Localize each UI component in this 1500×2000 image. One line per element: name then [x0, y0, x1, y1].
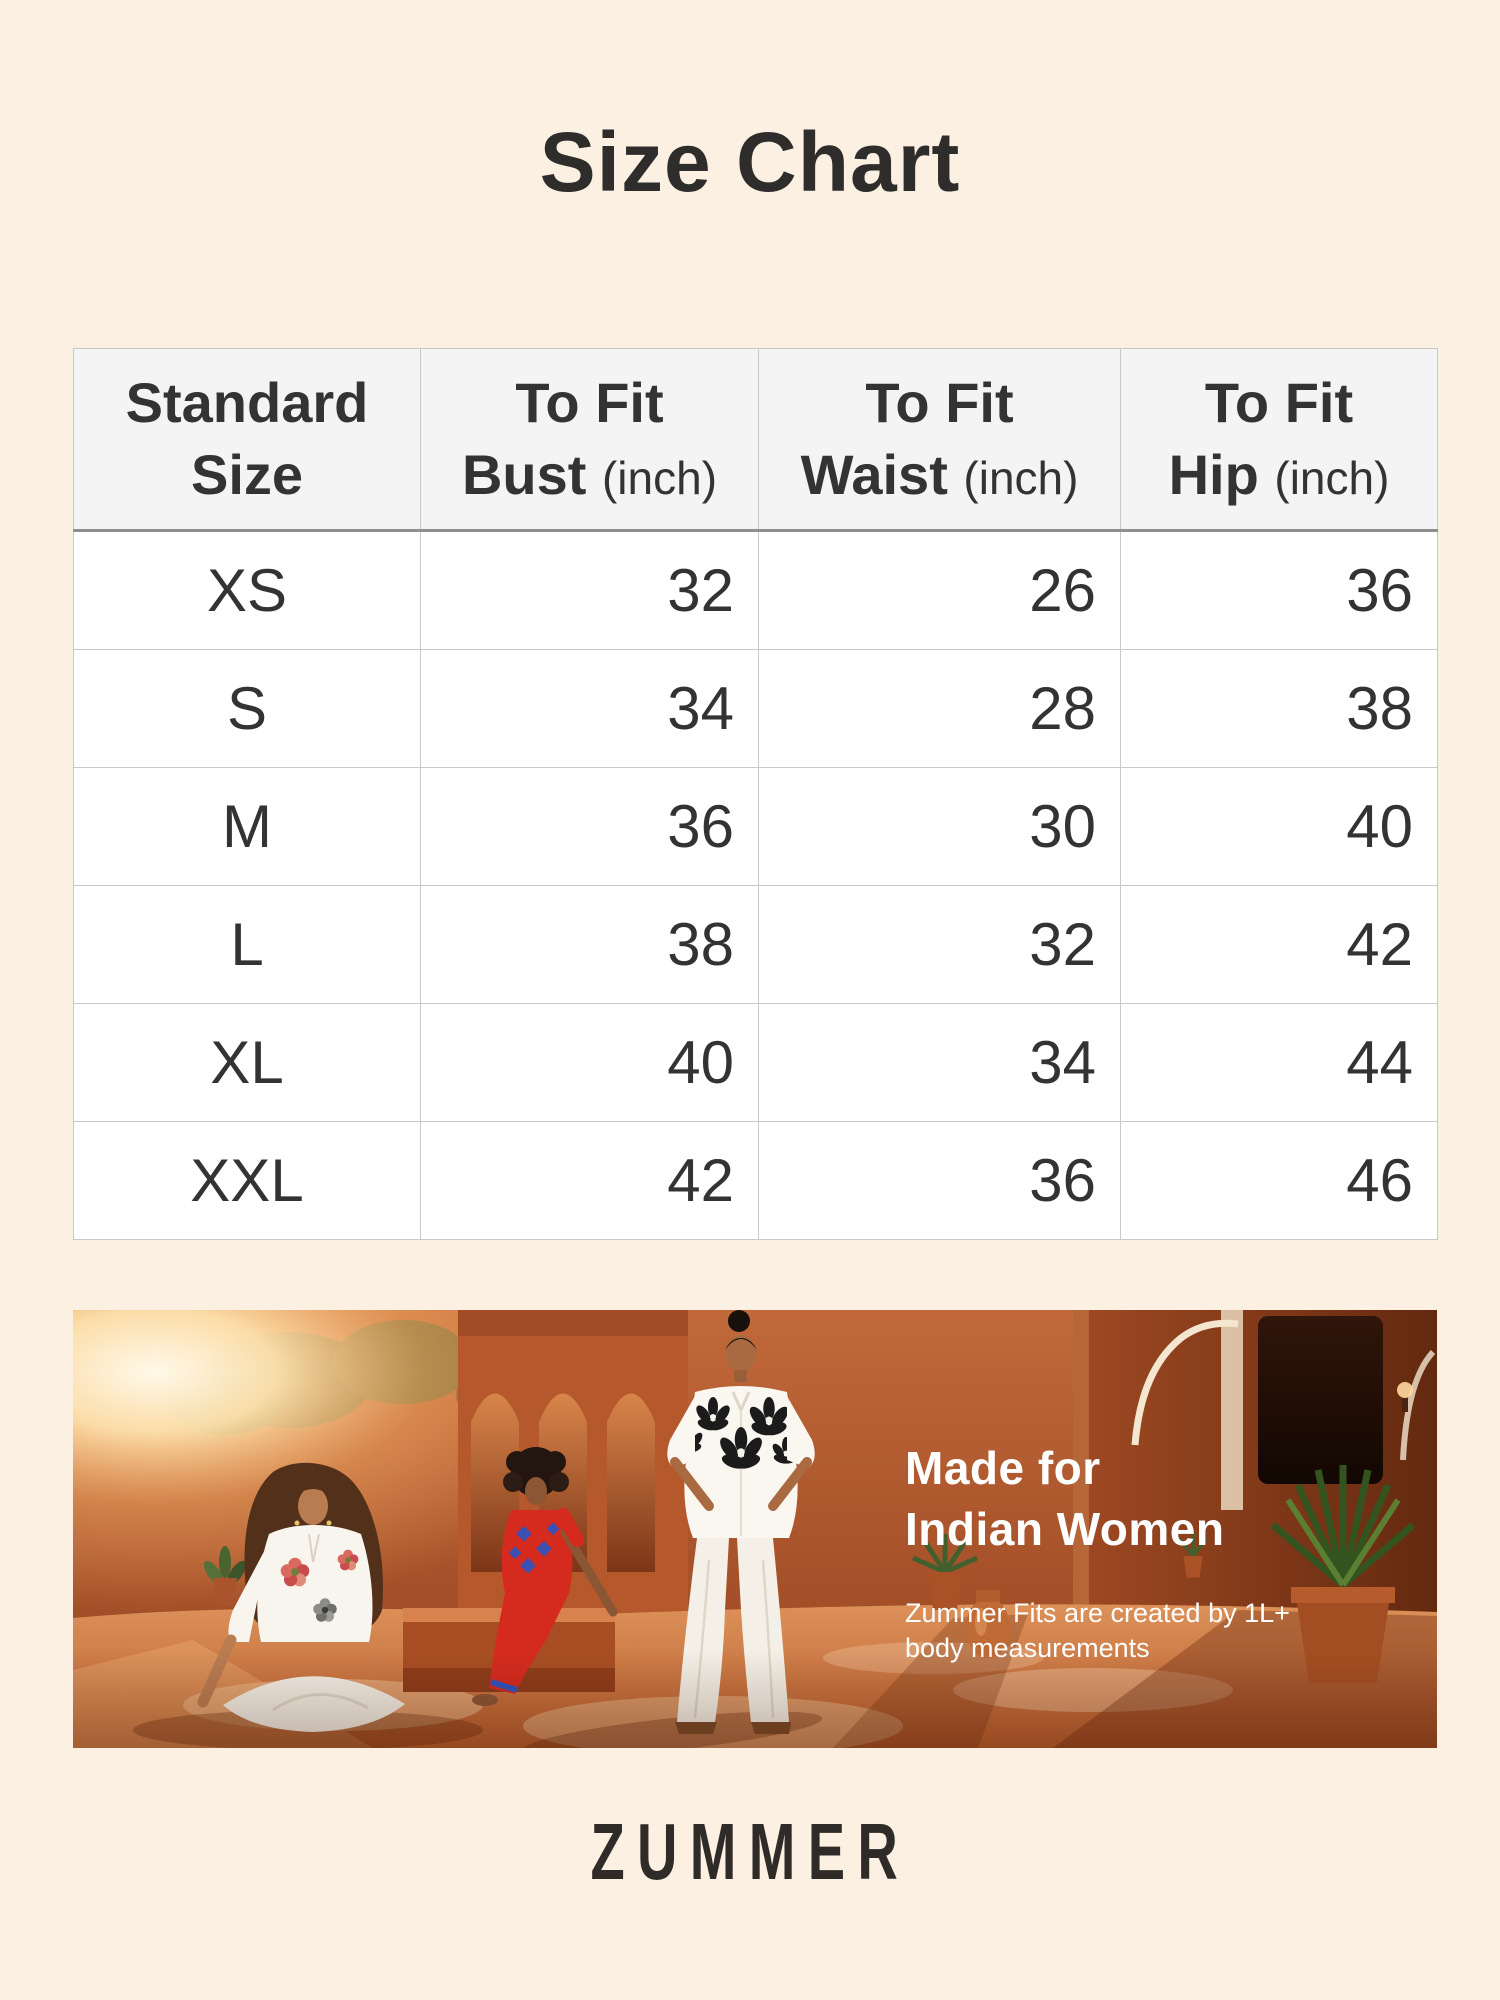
campaign-photo [73, 1310, 1437, 1748]
banner-heading: Made for Indian Women [905, 1438, 1290, 1560]
wall-lamp [1397, 1382, 1413, 1398]
bust-cell: 32 [420, 530, 759, 650]
header-line2: Waist [800, 443, 948, 506]
size-cell: XS [73, 530, 421, 650]
hip-cell: 38 [1120, 649, 1438, 768]
bust-cell: 40 [420, 1003, 759, 1122]
brand-wordmark: ZUMMER [590, 1807, 910, 1896]
header-line2: Bust [461, 443, 587, 506]
hip-cell: 46 [1120, 1121, 1438, 1240]
waist-cell: 28 [758, 649, 1121, 768]
campaign-banner: Made for Indian Women Zummer Fits are cr… [73, 1310, 1437, 1748]
table-row: L 38 32 42 [73, 885, 1438, 1004]
hip-cell: 36 [1120, 530, 1438, 650]
size-cell: XXL [73, 1121, 421, 1240]
header-line1: To Fit [865, 371, 1014, 435]
header-cell-bust: To Fit Bust (inch) [420, 348, 759, 532]
terracotta-urn [966, 1590, 1010, 1658]
bust-cell: 34 [420, 649, 759, 768]
size-cell: L [73, 885, 421, 1004]
banner-subtext-line2: body measurements [905, 1633, 1150, 1663]
hip-cell: 44 [1120, 1003, 1438, 1122]
header-unit: (inch) [1274, 452, 1390, 504]
banner-subtext-line1: Zummer Fits are created by 1L+ [905, 1598, 1290, 1628]
hip-cell: 42 [1120, 885, 1438, 1004]
woman-standing [523, 1310, 823, 1748]
header-line1: To Fit [515, 371, 664, 435]
banner-heading-line1: Made for [905, 1442, 1101, 1494]
colonnade-arches [458, 1310, 688, 1622]
header-cell-standard-size: Standard Size [73, 348, 421, 532]
table-row: XL 40 34 44 [73, 1003, 1438, 1122]
bust-cell: 38 [420, 885, 759, 1004]
table-row: M 36 30 40 [73, 767, 1438, 886]
header-unit: (inch) [601, 452, 718, 504]
header-cell-hip: To Fit Hip (inch) [1120, 348, 1438, 532]
page-title: Size Chart [539, 115, 961, 209]
brand-wordmark-container: ZUMMER [0, 1812, 1500, 1892]
header-line1: To Fit [1204, 371, 1354, 435]
size-cell: XL [73, 1003, 421, 1122]
header-line1: Standard [125, 371, 369, 435]
dusk-overlay [73, 1650, 1437, 1748]
table-header-row: Standard Size To Fit Bust (inch) To Fit … [73, 348, 1438, 532]
table-row: XXL 42 36 46 [73, 1121, 1438, 1240]
doorway [1258, 1316, 1383, 1484]
header-line2: Hip [1168, 443, 1259, 506]
waist-cell: 36 [758, 1121, 1121, 1240]
scalloped-arch [1131, 1319, 1239, 1446]
banner-subtext: Zummer Fits are created by 1L+ body meas… [905, 1596, 1290, 1666]
size-chart-table: Standard Size To Fit Bust (inch) To Fit … [73, 348, 1438, 1240]
size-cell: S [73, 649, 421, 768]
table-row: XS 32 26 36 [73, 530, 1438, 650]
waist-cell: 26 [758, 530, 1121, 650]
banner-heading-line2: Indian Women [905, 1503, 1225, 1555]
waist-cell: 32 [758, 885, 1121, 1004]
waist-cell: 30 [758, 767, 1121, 886]
hip-cell: 40 [1120, 767, 1438, 886]
header-unit: (inch) [963, 452, 1079, 504]
size-cell: M [73, 767, 421, 886]
header-cell-waist: To Fit Waist (inch) [758, 348, 1121, 532]
bust-cell: 42 [420, 1121, 759, 1240]
table-row: S 34 28 38 [73, 649, 1438, 768]
waist-cell: 34 [758, 1003, 1121, 1122]
banner-text-overlay: Made for Indian Women Zummer Fits are cr… [905, 1438, 1290, 1666]
header-line2: Size [190, 443, 304, 506]
bust-cell: 36 [420, 767, 759, 886]
